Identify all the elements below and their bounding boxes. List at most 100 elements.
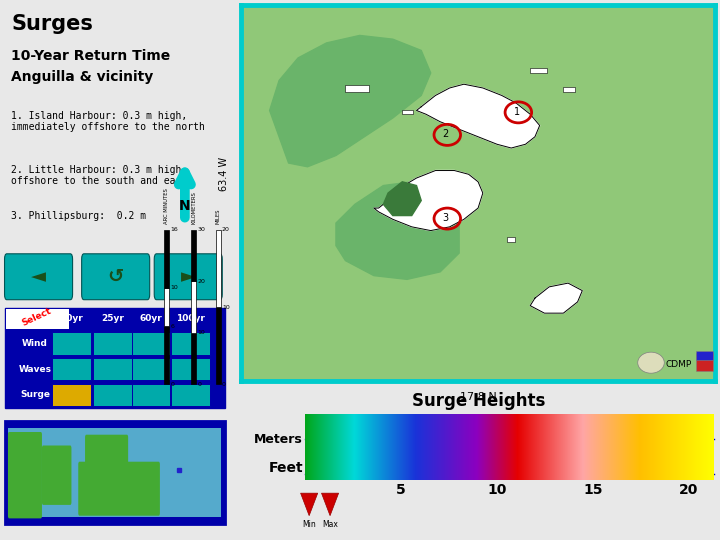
Text: Surges: Surges	[12, 14, 93, 33]
Text: ◄: ◄	[31, 267, 46, 286]
Text: 3: 3	[490, 418, 498, 431]
Bar	[563, 87, 575, 92]
Bar	[8, 428, 221, 517]
Polygon shape	[383, 182, 421, 215]
Text: 63.4 W: 63.4 W	[220, 157, 230, 191]
FancyBboxPatch shape	[154, 254, 222, 300]
Text: ►: ►	[181, 267, 196, 286]
FancyBboxPatch shape	[8, 432, 42, 518]
Polygon shape	[336, 182, 459, 279]
Bar	[4, 308, 225, 408]
Polygon shape	[322, 493, 338, 516]
Text: 0: 0	[171, 382, 174, 387]
Text: Min: Min	[302, 520, 316, 529]
Text: 1: 1	[364, 418, 372, 431]
Bar	[164, 288, 169, 327]
Text: Feet: Feet	[269, 461, 303, 475]
Bar	[52, 383, 91, 406]
Bar	[506, 238, 515, 242]
Bar	[52, 332, 91, 355]
Text: 1. Island Harbour: 0.3 m high,
immediately offshore to the north: 1. Island Harbour: 0.3 m high, immediate…	[12, 111, 205, 132]
Text: Surge Heights: Surge Heights	[412, 392, 546, 410]
Text: 20: 20	[679, 483, 698, 497]
Text: 60yr: 60yr	[140, 314, 162, 323]
Text: Meters: Meters	[254, 433, 303, 446]
Bar	[402, 110, 413, 114]
Bar	[132, 332, 170, 355]
Text: Wind: Wind	[22, 339, 48, 348]
Text: 3: 3	[443, 213, 449, 223]
FancyBboxPatch shape	[4, 254, 73, 300]
Bar	[52, 358, 91, 380]
Bar	[164, 327, 169, 384]
Bar	[530, 68, 546, 73]
Text: 10: 10	[222, 305, 230, 309]
Bar	[696, 353, 713, 372]
Bar	[93, 383, 132, 406]
FancyBboxPatch shape	[42, 446, 71, 505]
Bar	[4, 421, 225, 524]
Polygon shape	[416, 84, 540, 148]
Bar	[132, 358, 170, 380]
Polygon shape	[269, 36, 431, 167]
Text: 4: 4	[552, 418, 561, 431]
Bar	[171, 332, 210, 355]
Text: 16: 16	[171, 227, 179, 232]
Text: Max: Max	[322, 520, 338, 529]
Polygon shape	[530, 283, 582, 313]
Text: Waves: Waves	[19, 364, 52, 374]
Circle shape	[638, 352, 665, 373]
Text: 10-Year Return Time: 10-Year Return Time	[12, 49, 171, 63]
Polygon shape	[374, 171, 483, 231]
Text: 0: 0	[198, 382, 202, 387]
Text: 10: 10	[198, 330, 205, 335]
Text: Anguilla & vicinity: Anguilla & vicinity	[12, 70, 153, 84]
Text: 30: 30	[198, 227, 206, 232]
Text: MILES: MILES	[216, 208, 220, 224]
Bar	[346, 85, 369, 92]
Text: 10yr: 10yr	[60, 314, 83, 323]
Bar	[93, 358, 132, 380]
Text: ↺: ↺	[107, 267, 124, 286]
Bar	[216, 230, 220, 307]
Bar	[171, 383, 210, 406]
Text: Surge: Surge	[20, 390, 50, 399]
Text: 100yr: 100yr	[176, 314, 205, 323]
Text: 20: 20	[222, 227, 230, 232]
Bar	[192, 333, 197, 384]
Text: 1: 1	[514, 106, 520, 117]
Text: 2: 2	[427, 418, 436, 431]
Bar	[6, 309, 69, 329]
Text: KILOMETERS: KILOMETERS	[192, 191, 197, 224]
FancyBboxPatch shape	[85, 435, 128, 483]
Text: 17.8 N: 17.8 N	[459, 392, 497, 402]
Text: 2. Little Harbour: 0.3 m high,
offshore to the south and east: 2. Little Harbour: 0.3 m high, offshore …	[12, 165, 188, 186]
Bar	[164, 230, 169, 288]
Text: 10: 10	[487, 483, 507, 497]
Text: ARC MINUTES: ARC MINUTES	[164, 188, 169, 224]
Text: 10: 10	[171, 285, 179, 291]
Text: Select: Select	[20, 307, 53, 328]
Bar	[171, 358, 210, 380]
Text: CDMP: CDMP	[665, 360, 691, 369]
Text: 6: 6	[171, 324, 174, 329]
Bar	[192, 230, 197, 281]
FancyBboxPatch shape	[81, 254, 150, 300]
Text: N: N	[179, 199, 191, 213]
Bar	[93, 332, 132, 355]
Text: 6: 6	[678, 418, 687, 431]
Text: 5: 5	[396, 483, 406, 497]
Bar	[696, 350, 713, 360]
Polygon shape	[301, 493, 318, 516]
FancyBboxPatch shape	[78, 462, 160, 516]
Text: 15: 15	[583, 483, 603, 497]
Text: 0: 0	[222, 382, 226, 387]
Bar	[216, 307, 220, 384]
Text: 5: 5	[616, 418, 624, 431]
Bar	[132, 383, 170, 406]
Text: 3. Phillipsburg:  0.2 m: 3. Phillipsburg: 0.2 m	[12, 211, 146, 221]
Text: 25yr: 25yr	[101, 314, 124, 323]
Text: 2: 2	[443, 129, 449, 139]
Text: 20: 20	[198, 279, 206, 284]
Bar	[192, 281, 197, 333]
